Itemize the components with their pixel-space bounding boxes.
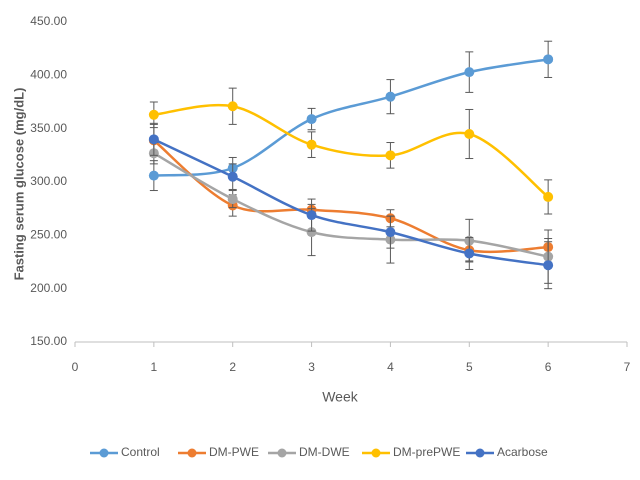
point (543, 260, 554, 271)
legend-marker (99, 448, 109, 458)
y-tick-label: 350.00 (30, 121, 67, 135)
legend-item: DM-prePWE (362, 445, 460, 459)
x-tick-label: 0 (72, 360, 79, 374)
legend-label: Control (121, 445, 160, 459)
point (148, 109, 159, 120)
point (227, 194, 238, 205)
point (385, 91, 396, 102)
y-tick-label: 450.00 (30, 14, 67, 28)
series (148, 40, 554, 192)
point (385, 227, 396, 238)
legend-label: Acarbose (497, 445, 548, 459)
y-tick-label: 200.00 (30, 281, 67, 295)
series-line (153, 139, 549, 254)
series (148, 87, 554, 215)
point (543, 191, 554, 202)
x-tick-label: 2 (229, 360, 236, 374)
point (464, 67, 475, 78)
point (306, 114, 317, 125)
legend-marker (475, 448, 485, 458)
y-tick-label: 150.00 (30, 334, 67, 348)
y-axis-label: Fasting serum glucose (mg/dL) (11, 88, 26, 281)
legend-label: DM-PWE (209, 445, 259, 459)
series-line (153, 138, 549, 267)
point (464, 129, 475, 139)
x-tick-label: 6 (545, 360, 552, 374)
point (306, 210, 317, 221)
series-line (153, 103, 549, 198)
point (306, 139, 317, 150)
y-tick-label: 400.00 (30, 68, 67, 82)
series (148, 122, 554, 290)
legend-marker (371, 448, 381, 458)
x-axis-label: Week (322, 389, 359, 405)
legend-item: DM-PWE (178, 445, 259, 459)
x-tick-label: 4 (387, 360, 394, 374)
legend-item: Acarbose (466, 445, 548, 459)
x-tick-label: 1 (151, 360, 158, 374)
series-line (153, 152, 549, 258)
point (385, 150, 396, 161)
x-tick-label: 7 (624, 360, 631, 374)
legend-label: DM-prePWE (393, 445, 460, 459)
legend-marker (187, 448, 197, 458)
legend-marker (277, 448, 287, 458)
y-tick-label: 250.00 (30, 228, 67, 242)
x-tick-label: 3 (308, 360, 315, 374)
point (227, 101, 238, 112)
point (148, 170, 159, 181)
point (543, 54, 554, 65)
series (148, 123, 554, 262)
point (464, 248, 475, 259)
legend-item: Control (90, 445, 160, 459)
point (148, 134, 159, 145)
point (227, 171, 238, 182)
x-tick-label: 5 (466, 360, 473, 374)
series-line (153, 58, 549, 177)
y-tick-label: 300.00 (30, 174, 67, 188)
legend-item: DM-DWE (268, 445, 350, 459)
legend-label: DM-DWE (299, 445, 350, 459)
point (306, 227, 317, 238)
